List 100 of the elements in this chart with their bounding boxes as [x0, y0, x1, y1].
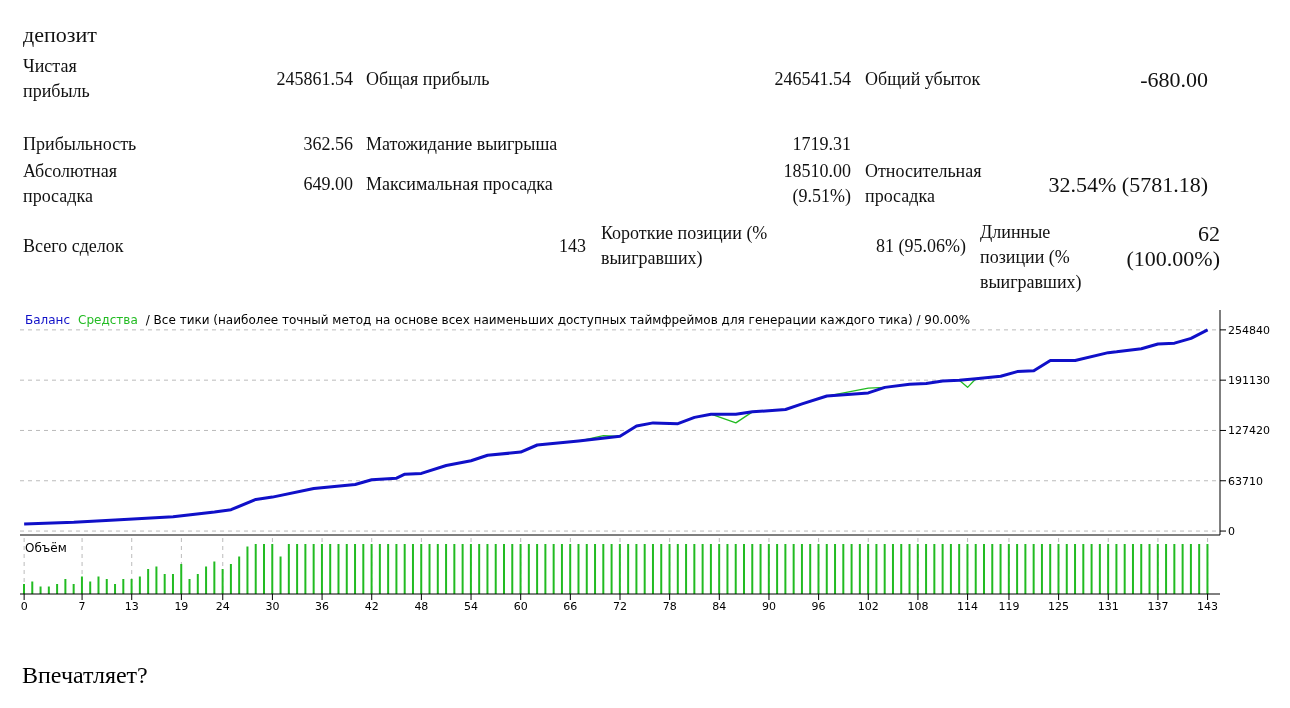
- bar: [196, 574, 199, 594]
- bar: [627, 544, 630, 594]
- bar: [254, 544, 257, 594]
- y-tick-label: 254840: [1228, 323, 1270, 337]
- bar: [370, 544, 373, 594]
- text: 246541.54: [773, 67, 851, 91]
- bar: [759, 544, 762, 594]
- bar: [834, 544, 837, 594]
- bar: [395, 544, 398, 594]
- bar: [1065, 544, 1068, 594]
- x-tick-label: 54: [464, 599, 479, 613]
- bar: [478, 544, 481, 594]
- bar: [80, 576, 83, 594]
- bar: [494, 544, 497, 594]
- bar: [867, 544, 870, 594]
- bar: [420, 544, 423, 594]
- bar: [800, 544, 803, 594]
- bar: [958, 544, 961, 594]
- chart-title: Объём: [25, 541, 67, 555]
- bar: [238, 556, 241, 594]
- bar: [569, 544, 572, 594]
- bar: [544, 544, 547, 594]
- bar: [279, 556, 282, 594]
- bar: [585, 544, 588, 594]
- bar: [287, 544, 290, 594]
- bar: [676, 544, 679, 594]
- bar: [552, 544, 555, 594]
- x-tick-label: 108: [907, 599, 929, 613]
- line-series: [22, 328, 1210, 526]
- bar: [933, 544, 936, 594]
- x-tick-label: 24: [215, 599, 230, 613]
- text: депозит: [23, 21, 97, 47]
- bar: [991, 544, 994, 594]
- bar: [461, 544, 464, 594]
- bar: [180, 564, 183, 594]
- bar: [850, 544, 853, 594]
- bar: [511, 544, 514, 594]
- chart-title: / Все тики (наиболее точный метод на основе всех наименьших доступных таймфреймов для генерации каждого тика) / 90.00%: [145, 313, 971, 327]
- x-tick-label: 0: [20, 599, 28, 613]
- bar: [296, 544, 299, 594]
- bar: [1090, 544, 1093, 594]
- bar: [891, 544, 894, 594]
- bar: [660, 544, 663, 594]
- text: Прибыльность: [23, 133, 137, 154]
- bar: [1173, 544, 1176, 594]
- bar: [925, 544, 928, 594]
- bar: [842, 544, 845, 594]
- bar: [312, 544, 315, 594]
- bar: [1007, 544, 1010, 594]
- bar: [817, 544, 820, 594]
- bar: [594, 544, 597, 594]
- bar: [577, 544, 580, 594]
- text: 143: [558, 234, 586, 258]
- bar: [560, 544, 563, 594]
- bar: [734, 544, 737, 594]
- bar: [1148, 544, 1151, 594]
- bar: [685, 544, 688, 594]
- bar: [436, 544, 439, 594]
- text: Всего сделок: [23, 234, 125, 258]
- x-tick-label: 72: [613, 599, 627, 613]
- bar: [726, 544, 729, 594]
- y-tick-label: 127420: [1228, 424, 1270, 438]
- bar: [72, 584, 75, 594]
- bar: [900, 544, 903, 594]
- text: 32.54% (5781.18): [1047, 170, 1208, 199]
- text: 649.00: [302, 172, 353, 196]
- bar: [1156, 544, 1159, 594]
- bar: [1115, 544, 1118, 594]
- bar: [1016, 544, 1019, 594]
- bar: [643, 544, 646, 594]
- text: 1719.31: [792, 133, 851, 154]
- bar: [908, 544, 911, 594]
- text: Впечатляет?: [22, 662, 149, 689]
- bar: [527, 544, 530, 594]
- bar: [693, 544, 696, 594]
- bar: [825, 544, 828, 594]
- text: 18510.00 (9.51%): [782, 160, 851, 208]
- text: 245861.54: [275, 67, 353, 91]
- bar: [916, 544, 919, 594]
- x-tick-label: 19: [174, 599, 189, 613]
- bar: [635, 544, 638, 594]
- bar: [1024, 544, 1027, 594]
- bar: [503, 544, 505, 594]
- text: Короткие позиции (% выигравших): [601, 222, 769, 270]
- x-tick-label: 30: [265, 599, 280, 613]
- x-tick-label: 48: [414, 599, 429, 613]
- y-tick-label: 63710: [1228, 474, 1263, 488]
- text: Общий убыток: [865, 67, 982, 91]
- bar: [320, 544, 323, 594]
- bar: [949, 544, 952, 594]
- bar: [97, 576, 100, 594]
- bar: [883, 544, 886, 594]
- bar: [246, 546, 249, 594]
- bar: [668, 544, 671, 594]
- bar: [221, 569, 224, 594]
- text: Баланс: [25, 313, 71, 327]
- text: Чистая прибыль: [23, 55, 91, 103]
- bar: [23, 584, 25, 594]
- bar: [1165, 544, 1168, 594]
- bar: [329, 544, 332, 594]
